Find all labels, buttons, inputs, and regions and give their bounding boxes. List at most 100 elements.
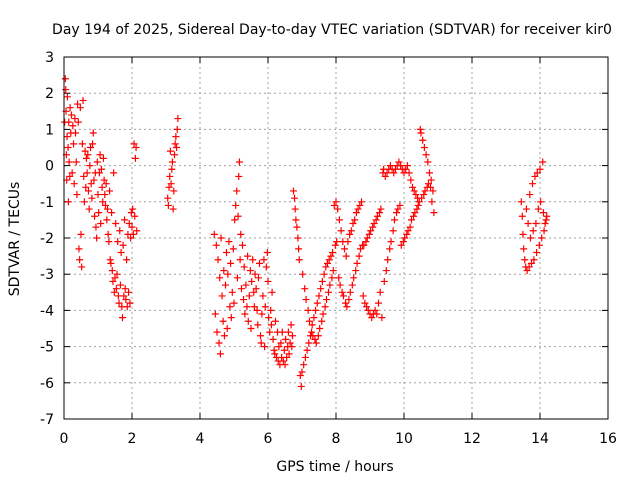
x-tick-label: 0 <box>60 431 69 447</box>
data-point <box>267 321 275 329</box>
data-point <box>535 241 543 249</box>
data-point <box>328 274 336 282</box>
data-point <box>169 205 177 213</box>
data-point <box>525 263 533 271</box>
x-tick-label: 2 <box>128 431 137 447</box>
data-point <box>538 234 546 242</box>
data-point <box>397 162 405 170</box>
data-point <box>216 274 224 282</box>
data-point <box>327 252 335 260</box>
data-point <box>288 332 296 340</box>
data-point <box>125 288 133 296</box>
data-point <box>116 227 124 235</box>
data-point <box>329 248 337 256</box>
data-point <box>517 198 525 206</box>
data-point <box>216 350 224 358</box>
data-point <box>395 158 403 166</box>
data-point <box>263 248 271 256</box>
data-point <box>292 216 300 224</box>
data-point <box>110 288 118 296</box>
data-point <box>407 176 415 184</box>
data-point <box>368 314 376 322</box>
data-point <box>242 281 250 289</box>
data-point <box>168 158 176 166</box>
data-point <box>249 256 257 264</box>
data-point <box>130 140 138 148</box>
data-point <box>97 220 105 228</box>
data-point <box>344 238 352 246</box>
data-point <box>349 220 357 228</box>
data-point <box>61 75 69 83</box>
data-point <box>531 172 539 180</box>
data-point <box>260 256 268 264</box>
data-point <box>312 306 320 314</box>
data-point <box>240 263 248 271</box>
data-point <box>103 216 111 224</box>
data-point <box>76 104 84 112</box>
data-point <box>304 306 312 314</box>
data-point <box>88 194 96 202</box>
data-point <box>416 125 424 133</box>
y-tick-label: 2 <box>45 86 54 102</box>
data-point <box>322 296 330 304</box>
data-point <box>386 162 394 170</box>
data-point <box>293 223 301 231</box>
data-point <box>264 277 272 285</box>
data-point <box>356 245 364 253</box>
data-point <box>252 285 260 293</box>
data-point <box>520 245 528 253</box>
data-point <box>361 299 369 307</box>
data-point <box>225 238 233 246</box>
data-point <box>392 165 399 173</box>
data-point <box>362 238 370 246</box>
data-point <box>278 328 286 336</box>
y-tick-label: -2 <box>40 231 54 247</box>
data-point <box>302 296 310 304</box>
data-point <box>66 104 74 112</box>
data-point <box>336 281 344 289</box>
data-point <box>422 151 430 159</box>
data-point <box>113 270 121 278</box>
data-point <box>230 299 238 307</box>
data-point <box>257 339 265 347</box>
data-point <box>386 245 394 253</box>
data-point <box>424 180 432 188</box>
data-point <box>338 288 346 296</box>
data-point <box>258 310 266 318</box>
data-point <box>128 223 136 231</box>
data-point <box>75 245 83 253</box>
data-point <box>93 158 101 166</box>
data-point <box>117 248 125 256</box>
data-point <box>418 194 426 202</box>
data-point <box>271 350 279 358</box>
data-point <box>110 169 118 177</box>
data-point <box>105 238 113 246</box>
data-point <box>64 198 72 206</box>
data-point <box>390 169 398 177</box>
data-point <box>360 241 368 249</box>
data-point <box>377 205 385 213</box>
data-point <box>120 292 128 300</box>
data-point <box>420 144 428 151</box>
x-tick-label: 16 <box>599 431 617 447</box>
data-point <box>220 267 228 275</box>
data-point <box>95 209 103 217</box>
data-point <box>261 343 269 351</box>
data-point <box>80 198 88 206</box>
data-point <box>64 144 72 151</box>
data-point <box>291 205 299 213</box>
data-point <box>536 165 544 173</box>
data-point <box>280 346 288 354</box>
y-tick-label: -1 <box>40 195 54 211</box>
data-point <box>363 303 371 311</box>
data-point <box>528 259 535 267</box>
data-point <box>305 317 313 325</box>
data-point <box>390 216 398 224</box>
data-point <box>164 201 172 209</box>
data-point <box>251 270 259 278</box>
data-point <box>72 158 80 166</box>
data-point <box>539 158 547 166</box>
data-point <box>305 339 313 347</box>
data-point <box>393 209 401 217</box>
